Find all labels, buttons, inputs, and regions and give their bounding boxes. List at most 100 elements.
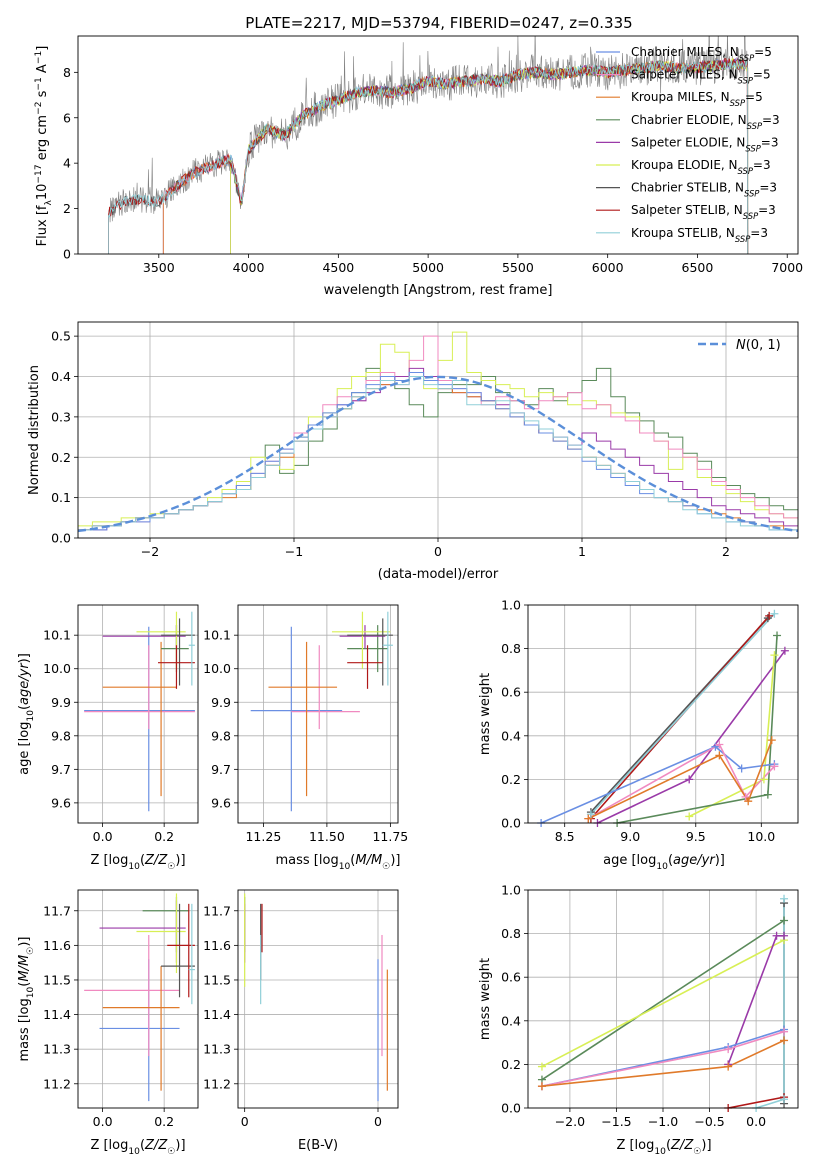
x-axis-label-part: Z/Z <box>670 1138 694 1153</box>
weight-marker-salpeter_miles <box>770 762 779 771</box>
x-tick-label: −2 <box>141 544 159 559</box>
legend-label-part: Kroupa STELIB, N <box>631 226 735 240</box>
weight-marker-salpeter_elodie <box>772 931 781 940</box>
weight-marker-salpeter_elodie <box>780 646 789 655</box>
legend-label: Salpeter MILES, NSSP=5 <box>631 68 771 86</box>
x-tick-label: 10.0 <box>747 829 775 844</box>
y-tick-label: 11.7 <box>203 903 231 918</box>
y-tick-label: 0.0 <box>501 1101 521 1116</box>
x-axis-label: wavelength [Angstrom, rest frame] <box>324 283 553 298</box>
x-tick-label: 0.2 <box>154 829 174 844</box>
errorbar-point-salpeter_miles <box>84 934 180 1057</box>
weight-marker-kroupa_miles <box>715 751 724 760</box>
ticks: 11.25 11.50 11.75 9.6 9.7 9.8 9.9 10.0 10.1 <box>203 628 408 844</box>
legend-label-part: Salpeter STELIB, N <box>631 203 743 217</box>
weight-marker-kroupa_stelib <box>586 810 595 819</box>
ticks: 3500 4000 4500 5000 5500 6000 6500 7000 0 2 4 6 8 <box>63 65 803 275</box>
y-tick-label: 0.8 <box>501 926 521 941</box>
panel-residuals: −2 −1 0 1 2 0.0 0.1 0.2 0.3 0.4 0.5 N(0, 1) (data-mo… <box>27 321 799 582</box>
x-tick-label: 7000 <box>771 260 803 275</box>
y-tick-label: 10.1 <box>203 628 231 643</box>
y-tick-label: 9.7 <box>211 762 231 777</box>
legend-label-part: =3 <box>762 113 780 127</box>
x-axis-label: Z [log10(Z/Z☉)] <box>616 1138 711 1157</box>
x-axis-label-part: ☉ <box>167 1147 175 1157</box>
x-tick-label: 0.0 <box>746 1114 766 1129</box>
plot-area <box>84 893 195 1102</box>
y-axis-label: mass [log10(M/M☉)] <box>17 937 36 1062</box>
panel-age-vs-mass: 11.25 11.50 11.75 9.6 9.7 9.8 9.9 10.0 10.1 mass … <box>203 604 408 872</box>
y-tick-label: 2 <box>63 201 71 216</box>
x-axis-label-part: ☉ <box>382 862 390 872</box>
y-axis-label: Normed distribution <box>27 365 42 495</box>
y-axis-label-part: mass [log <box>17 998 32 1061</box>
chart-title: PLATE=2217, MJD=53794, FIBERID=0247, z=0… <box>245 14 632 32</box>
weight-marker-kroupa_miles <box>537 1082 546 1091</box>
legend-label: N(0, 1) <box>736 338 781 353</box>
errorbar-point-kroupa_stelib <box>188 611 195 686</box>
y-axis-label-part: 10 <box>35 184 50 201</box>
weight-marker-salpeter_stelib <box>765 611 774 620</box>
y-axis-label-part: 10 <box>26 987 36 999</box>
legend-label-part: SSP <box>730 98 746 108</box>
legend-label-part: =3 <box>758 203 776 217</box>
histogram-kroupa_stelib <box>78 376 798 538</box>
x-axis-label-part: ( <box>140 1138 145 1153</box>
legend-label: Chabrier MILES, NSSP=5 <box>631 45 772 63</box>
legend-label: Salpeter STELIB, NSSP=3 <box>631 203 776 221</box>
x-axis-label: Z [log10(Z/Z☉)] <box>90 1138 185 1157</box>
y-tick-label: 0.4 <box>501 1013 521 1028</box>
y-tick-label: 0.2 <box>501 772 521 787</box>
y-tick-label: 0.2 <box>51 450 71 465</box>
x-tick-label: 6000 <box>592 260 624 275</box>
weight-marker-kroupa_stelib <box>770 609 779 618</box>
x-axis-label: Z [log10(Z/Z☉)] <box>90 853 185 872</box>
legend-label-part: N <box>736 338 746 353</box>
weight-marker-salpeter_miles <box>715 740 724 749</box>
weight-line-salpeter_miles <box>587 743 775 820</box>
x-tick-label: 0.0 <box>93 1114 113 1129</box>
x-tick-label: −1.5 <box>601 1114 631 1129</box>
legend-label: Salpeter ELODIE, NSSP=3 <box>631 135 779 153</box>
legend-label-part: Salpeter MILES, N <box>631 68 738 82</box>
observed-spectrum <box>108 36 749 254</box>
y-axis-label-part: M/M <box>17 955 32 982</box>
weight-marker-kroupa_stelib <box>780 1095 789 1104</box>
x-axis-label-part: Z/Z <box>144 1138 168 1153</box>
ticks: 0.0 0.2 11.2 11.3 11.4 11.5 11.6 11.7 <box>43 903 174 1129</box>
y-tick-label: 9.8 <box>51 728 71 743</box>
panel-spectrum: 3500 4000 4500 5000 5500 6000 6500 7000 0 2 4 6 8 Cha… <box>34 35 803 298</box>
x-axis-label-part: age [log <box>603 853 656 868</box>
x-tick-label: 11.25 <box>245 829 281 844</box>
y-tick-label: 0.5 <box>51 329 71 344</box>
errorbar-point-kroupa_miles <box>102 966 180 1091</box>
x-tick-label: 4500 <box>322 260 354 275</box>
axes-frame <box>237 604 399 824</box>
weight-line-kroupa_stelib <box>590 613 775 815</box>
x-tick-label: 0 <box>374 1114 382 1129</box>
legend-label-part: Chabrier MILES, N <box>631 45 739 59</box>
y-axis-label: mass weight <box>478 958 493 1040</box>
legend-label-part: =3 <box>759 181 777 195</box>
x-axis-label-part: ☉ <box>167 862 175 872</box>
y-axis-label-part: ☉ <box>26 947 36 955</box>
y-tick-label: 11.6 <box>43 938 71 953</box>
y-tick-label: 9.7 <box>51 762 71 777</box>
legend-label: Chabrier ELODIE, NSSP=3 <box>631 113 780 131</box>
panel-age-vs-Z: 0.0 0.29.69.79.89.910.010.1Z [log10(Z/Z☉)… <box>17 604 199 872</box>
y-axis-label-part: −1 <box>34 77 44 90</box>
x-tick-label: 11.75 <box>372 829 408 844</box>
legend-label-part: SSP <box>739 53 755 63</box>
y-axis-label-part: −1 <box>34 51 44 64</box>
histogram-kroupa_elodie <box>78 331 798 538</box>
x-tick-label: 6500 <box>682 260 714 275</box>
y-axis-label-part: ( <box>17 705 32 710</box>
errorbar-point-kroupa_elodie <box>136 893 186 974</box>
y-tick-label: 10.1 <box>43 628 71 643</box>
legend-label-part: SSP <box>745 143 761 153</box>
axes-frame <box>527 889 799 1109</box>
weight-line-kroupa_miles <box>587 739 773 820</box>
panels: 3500 4000 4500 5000 5500 6000 6500 7000 0 2 4 6 8 Cha… <box>17 35 803 1157</box>
weight-marker-kroupa_elodie <box>770 651 779 660</box>
